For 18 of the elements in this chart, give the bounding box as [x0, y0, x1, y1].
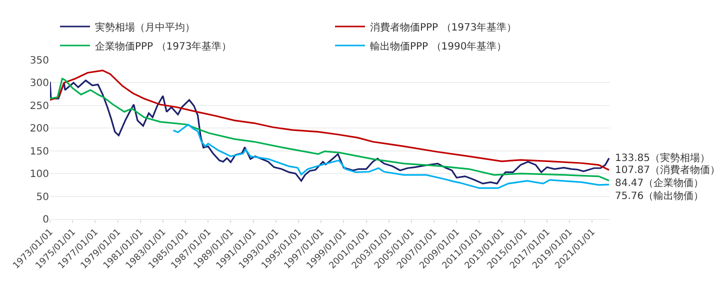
legend-label: 企業物価PPP （1973年基準）: [95, 40, 232, 52]
annotation: 107.87（消費者物価）: [615, 164, 714, 176]
y-tick-label: 250: [30, 100, 49, 112]
legend-label: 実勢相場（月中平均）: [95, 21, 195, 34]
line-series: [172, 124, 610, 189]
legend-label: 消費者物価PPP （1973年基準）: [370, 21, 517, 34]
y-tick-label: 350: [30, 56, 49, 66]
y-tick-label: 150: [30, 146, 49, 158]
annotation: 133.85（実勢相場）: [615, 152, 710, 164]
y-tick-label: 100: [30, 169, 49, 180]
annotation: 75.76（輸出物価）: [615, 190, 704, 202]
y-tick-label: 0: [42, 214, 49, 226]
y-tick-label: 300: [30, 78, 49, 90]
annotation: 84.47（企業物価）: [615, 177, 704, 189]
y-tick-label: 50: [36, 192, 49, 203]
line-series: [50, 70, 610, 171]
legend-label: 輸出物価PPP （1990年基準）: [370, 40, 507, 52]
y-tick-label: 200: [30, 124, 49, 135]
